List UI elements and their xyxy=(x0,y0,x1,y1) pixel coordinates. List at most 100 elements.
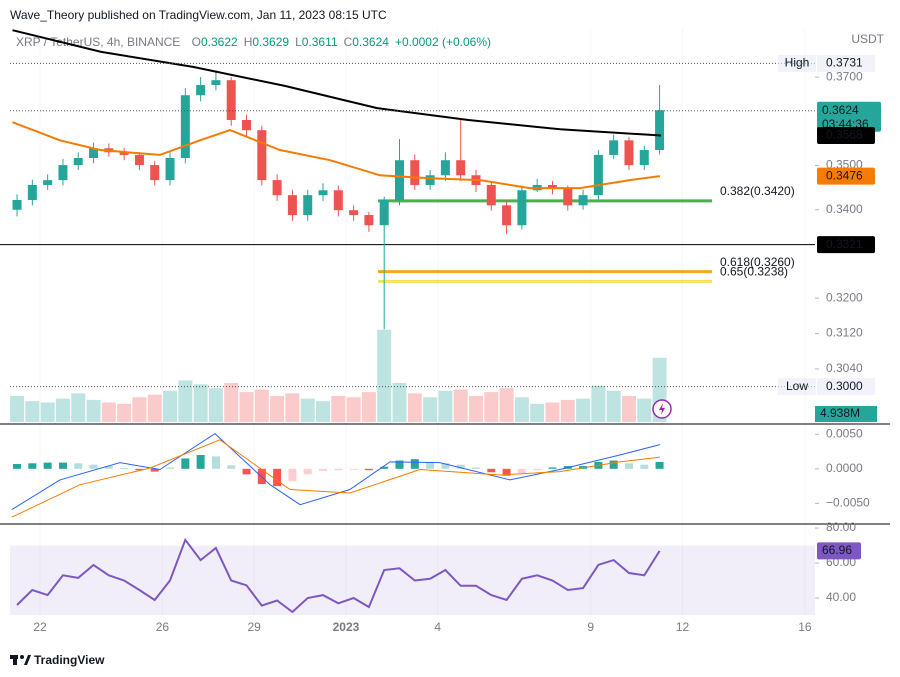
price-badge xyxy=(817,378,875,396)
volume-bar xyxy=(86,399,101,422)
ohlc-value: 0.3624 xyxy=(352,35,389,49)
candle-body xyxy=(226,80,236,120)
volume-bar xyxy=(576,398,591,422)
y-tick-label: 0.3120 xyxy=(826,326,863,340)
candle-body xyxy=(456,160,466,176)
volume-bar xyxy=(453,389,468,422)
candle-body xyxy=(242,119,252,131)
histogram-bar xyxy=(533,468,542,471)
x-tick-label: 29 xyxy=(247,620,261,634)
volume-bar xyxy=(346,397,361,422)
volume-bar xyxy=(438,390,453,422)
histogram-bar xyxy=(74,463,83,469)
candle-body xyxy=(578,195,588,206)
histogram-bar xyxy=(288,468,297,482)
histogram-bar xyxy=(28,463,37,469)
ohlc-name: H xyxy=(244,35,253,49)
fib-label: 0.382(0.3420) xyxy=(720,184,795,198)
volume-bar xyxy=(224,382,239,422)
candle-body xyxy=(318,190,328,196)
candle-body xyxy=(73,158,83,166)
candle-body xyxy=(517,190,527,226)
candle-body xyxy=(303,195,313,216)
histogram-bar xyxy=(227,465,236,469)
price-badge xyxy=(817,167,875,185)
line xyxy=(12,29,662,137)
candle-body xyxy=(486,184,496,206)
line xyxy=(11,439,660,518)
volume-bar xyxy=(407,393,422,422)
candle-body xyxy=(379,200,389,226)
volume-bar xyxy=(377,329,392,422)
logo xyxy=(10,655,31,665)
histogram-bar xyxy=(502,468,511,476)
price-badge xyxy=(817,236,875,254)
volume-bar xyxy=(423,397,438,422)
histogram-bar xyxy=(303,468,312,475)
price-badge xyxy=(817,54,875,72)
badge-name-box xyxy=(778,378,816,396)
price-badge xyxy=(817,101,881,132)
x-tick-label: 12 xyxy=(676,620,690,634)
ohlc-value: 0.3611 xyxy=(302,35,338,49)
candle-body xyxy=(257,130,267,181)
candle-body xyxy=(410,160,420,185)
volume-bar xyxy=(468,395,483,422)
histogram-bar xyxy=(517,468,526,473)
badge-value: 0.3476 xyxy=(826,168,863,182)
footer-brand: TradingView xyxy=(34,653,105,667)
volume-bar xyxy=(530,403,545,422)
rsi-badge xyxy=(817,542,861,560)
candle-body xyxy=(58,165,68,181)
histogram-bar xyxy=(609,460,618,469)
candle-body xyxy=(440,160,450,176)
ohlc-value: 0.3622 xyxy=(201,35,238,49)
volume-bar xyxy=(331,395,346,422)
logo-shape xyxy=(20,655,24,659)
currency: USDT xyxy=(851,32,884,46)
candle-body xyxy=(89,148,99,159)
ohlc-value: 0.3629 xyxy=(252,35,289,49)
candle-body xyxy=(211,80,221,86)
volume-bar xyxy=(316,401,331,422)
volume-bar xyxy=(285,393,300,422)
candle-body xyxy=(333,190,343,211)
histogram-bar xyxy=(395,460,404,469)
volume-bar xyxy=(239,392,254,422)
volume-badge xyxy=(815,406,877,422)
volume-bar xyxy=(55,398,70,422)
x-tick-label: 16 xyxy=(798,620,812,634)
volume-bar xyxy=(514,397,529,422)
candle-body xyxy=(196,85,206,96)
x-tick-label: 2023 xyxy=(333,620,360,634)
volume-bar xyxy=(484,392,499,422)
badge-name: Low xyxy=(786,379,808,393)
volume-bar xyxy=(637,398,652,422)
badge-value: 0.3568 xyxy=(826,128,863,142)
volume-bar xyxy=(25,401,40,422)
y-tick-label: 0.3040 xyxy=(826,361,863,375)
candle-body xyxy=(425,175,435,185)
ohlc-name: C xyxy=(344,35,353,49)
volume-bar xyxy=(392,382,407,422)
volume-bar xyxy=(300,398,315,422)
candle-body xyxy=(43,180,53,185)
logo-shape xyxy=(24,655,31,665)
x-tick-label: 26 xyxy=(156,620,170,634)
candle-body xyxy=(395,160,405,201)
histogram-bar xyxy=(181,458,190,469)
y-tick-label: 40.00 xyxy=(826,590,856,604)
symbol: XRP / TetherUS, 4h, BINANCE xyxy=(16,35,180,49)
volume-bar xyxy=(71,393,86,422)
histogram-bar xyxy=(441,463,450,469)
histogram-bar xyxy=(380,466,389,469)
volume-bar xyxy=(147,394,162,422)
volume-bar xyxy=(193,384,208,422)
fib-label: 0.65(0.3238) xyxy=(720,265,788,279)
x-tick-label: 22 xyxy=(33,620,47,634)
histogram-bar xyxy=(426,461,435,469)
rsi-badge-value: 66.96 xyxy=(822,543,852,557)
candle-body xyxy=(547,184,557,189)
